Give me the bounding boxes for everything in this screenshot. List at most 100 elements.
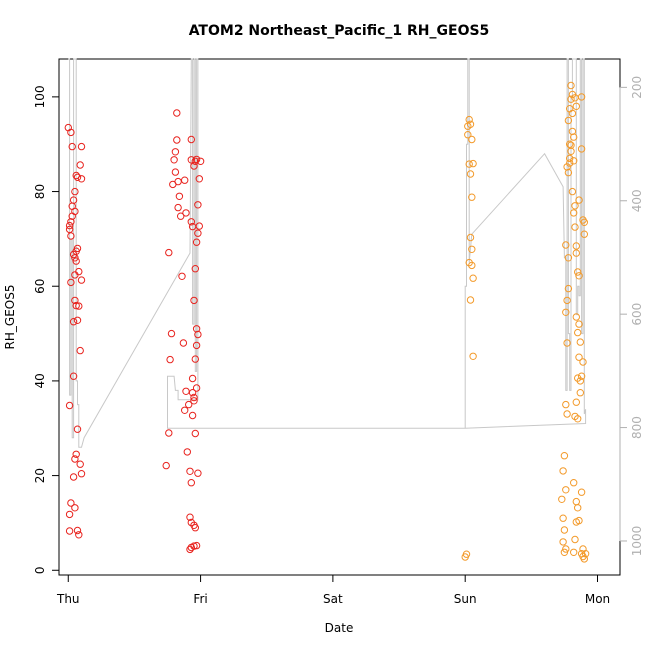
data-point-s4-24 [567, 95, 575, 103]
y2-axis: 200 400 600 800 1000 [619, 76, 644, 557]
data-point-s4-1 [560, 452, 569, 460]
data-point-s4-47 [572, 497, 580, 506]
data-point-s4-2 [562, 486, 570, 494]
data-point-s1-41 [72, 171, 80, 180]
data-point-s1-29 [73, 526, 82, 535]
data-point-s2-44 [191, 265, 200, 273]
data-point-s3-7 [469, 159, 477, 168]
x-axis-title: Date [325, 621, 354, 635]
y-tick-label: 20 [33, 468, 47, 483]
data-point-s4-11 [563, 339, 571, 347]
data-point-s2-21 [185, 400, 193, 409]
data-point-s4-59 [576, 389, 584, 397]
data-point-s4-45 [574, 415, 582, 423]
data-point-s4-26 [567, 81, 575, 90]
data-point-s3-17 [469, 352, 477, 360]
data-point-s2-14 [177, 212, 185, 220]
data-point-s2-16 [182, 209, 190, 217]
data-point-s4-5 [560, 526, 569, 534]
data-point-s4-69 [567, 147, 575, 156]
data-point-s1-28 [71, 504, 79, 512]
data-point-s4-39 [574, 328, 582, 337]
data-point-s1-22 [72, 301, 80, 310]
data-point-s2-22 [183, 448, 192, 456]
data-point-s2-30 [186, 545, 194, 554]
data-point-s3-1 [462, 550, 471, 558]
data-point-s4-3 [558, 495, 566, 503]
data-point-s4-37 [572, 313, 580, 321]
y-tick-label: 60 [33, 279, 47, 294]
data-point-s2-53 [192, 155, 201, 164]
data-point-s4-50 [572, 518, 580, 526]
data-point-s2-37 [192, 384, 201, 392]
data-point-s1-12 [67, 278, 75, 287]
pressure-track-layer [68, 58, 587, 448]
data-point-s2-20 [181, 406, 189, 414]
data-point-s4-33 [572, 242, 580, 250]
data-point-s1-35 [75, 302, 83, 310]
data-point-s1-38 [76, 161, 84, 169]
y2-tick-label: 1000 [630, 526, 644, 557]
data-point-s4-53 [577, 488, 586, 496]
data-point-s2-59 [190, 397, 198, 405]
data-point-s1-34 [76, 460, 84, 468]
data-point-s3-16 [466, 296, 475, 304]
data-point-s4-46 [570, 479, 578, 487]
data-point-s4-15 [562, 241, 570, 249]
data-point-s1-15 [69, 196, 78, 204]
data-point-s4-36 [575, 272, 583, 280]
data-point-s4-70 [566, 159, 574, 167]
data-point-s3-12 [468, 245, 476, 254]
data-point-s1-44 [73, 244, 82, 253]
data-point-s4-10 [562, 400, 570, 409]
y2-tick-label: 200 [630, 76, 644, 99]
data-point-s2-11 [174, 177, 182, 186]
y-tick-label: 100 [33, 85, 47, 108]
data-point-s2-2 [166, 355, 174, 364]
data-point-s4-27 [568, 109, 577, 118]
data-point-s2-33 [194, 469, 202, 477]
data-point-s2-39 [191, 355, 200, 363]
data-point-s2-43 [190, 296, 198, 305]
data-point-s2-31 [192, 541, 201, 550]
data-point-s1-16 [71, 187, 79, 196]
data-point-s2-13 [174, 203, 182, 212]
data-point-s4-72 [576, 377, 584, 385]
y-tick-label: 40 [33, 373, 47, 388]
data-point-s4-7 [562, 545, 570, 553]
data-point-s4-9 [563, 410, 571, 418]
data-point-s2-0 [162, 461, 170, 470]
data-point-s1-1 [67, 128, 75, 137]
data-point-s2-25 [186, 513, 194, 521]
data-point-s4-21 [566, 140, 574, 148]
data-point-s2-32 [191, 524, 200, 532]
data-point-s4-41 [575, 353, 583, 361]
data-point-s2-48 [188, 222, 197, 231]
data-point-s1-4 [67, 499, 75, 507]
data-point-s4-12 [562, 308, 570, 316]
data-point-s2-52 [196, 157, 205, 166]
data-point-s4-20 [564, 116, 573, 125]
data-point-s3-3 [465, 115, 473, 124]
data-point-s4-29 [568, 187, 577, 196]
data-point-s4-74 [579, 358, 587, 366]
y-tick-label: 0 [33, 566, 47, 574]
data-point-s2-34 [191, 429, 200, 438]
data-point-s4-31 [570, 209, 578, 217]
data-point-s1-5 [65, 527, 74, 535]
x-tick-label: Mon [585, 592, 610, 606]
data-point-s4-19 [566, 154, 574, 163]
x-tick-label: Thu [56, 592, 80, 606]
data-point-s2-38 [188, 374, 197, 383]
data-point-s3-4 [466, 120, 475, 129]
data-point-s2-15 [181, 176, 189, 184]
data-point-s4-58 [581, 550, 590, 558]
data-point-s4-68 [568, 127, 577, 136]
data-point-s4-73 [577, 372, 586, 380]
data-point-s3-5 [464, 131, 472, 139]
data-point-s1-6 [65, 221, 74, 230]
data-point-s3-11 [466, 233, 475, 242]
data-point-s2-18 [179, 339, 188, 347]
data-point-s4-38 [575, 320, 583, 328]
